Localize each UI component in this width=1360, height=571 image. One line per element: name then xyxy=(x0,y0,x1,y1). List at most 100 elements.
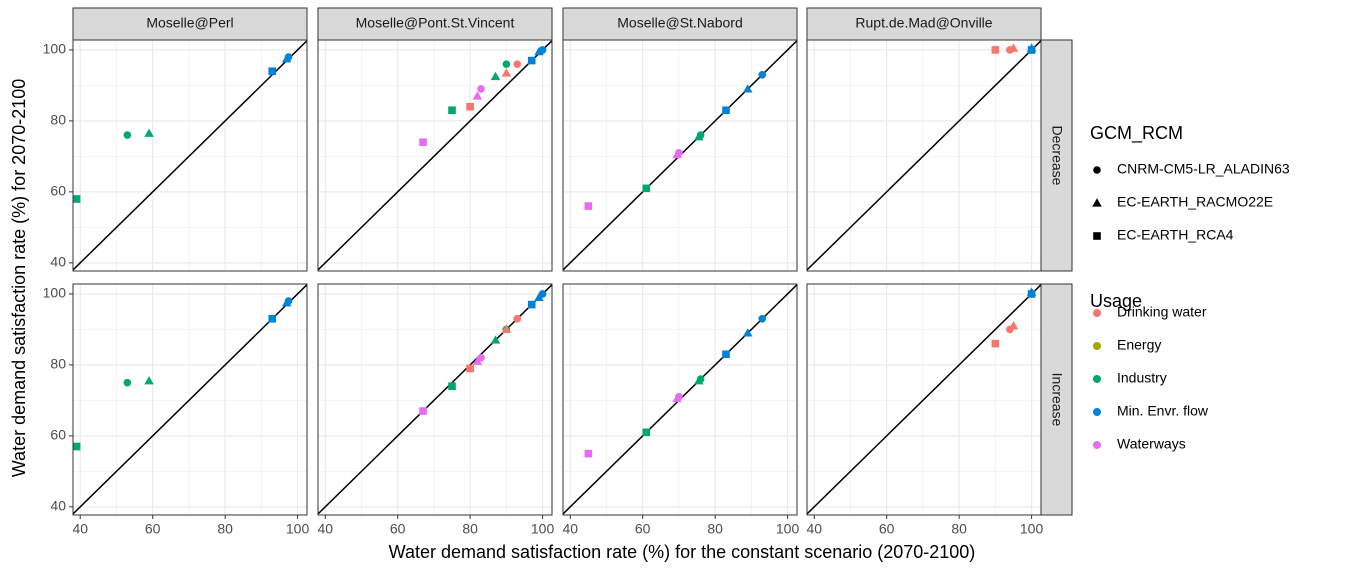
point xyxy=(527,56,536,65)
x-tick-label: 80 xyxy=(462,521,478,537)
y-tick-label: 100 xyxy=(43,41,67,57)
point xyxy=(472,356,483,365)
x-tick-label: 40 xyxy=(806,521,822,537)
x-tick-label: 80 xyxy=(707,521,723,537)
panel-border xyxy=(562,39,798,272)
x-tick-label: 40 xyxy=(72,521,88,537)
point xyxy=(472,91,483,100)
point xyxy=(672,393,682,403)
point xyxy=(538,290,547,298)
point xyxy=(991,339,1000,348)
legend-label: Min. Envr. flow xyxy=(1117,403,1209,419)
point xyxy=(123,378,132,387)
point xyxy=(419,407,427,415)
point xyxy=(490,71,501,81)
point xyxy=(584,202,593,210)
point xyxy=(477,85,485,93)
point xyxy=(501,324,512,333)
panel-border xyxy=(72,39,308,272)
panel-border xyxy=(317,283,553,516)
point xyxy=(466,102,474,111)
point xyxy=(502,60,511,68)
legend-label: Energy xyxy=(1117,337,1161,353)
x-tick-label: 80 xyxy=(951,521,967,537)
panel-border xyxy=(317,39,553,272)
panel-border xyxy=(806,39,1042,272)
point xyxy=(527,300,536,309)
point xyxy=(466,364,474,373)
panel-border xyxy=(562,283,798,516)
point xyxy=(534,292,544,302)
x-tick-label: 100 xyxy=(1020,521,1044,537)
point xyxy=(268,67,277,76)
point xyxy=(642,428,651,437)
legend-key xyxy=(1093,232,1101,240)
x-tick-label: 100 xyxy=(286,521,310,537)
column-strip-label: Rupt.de.Mad@Onville xyxy=(855,15,992,31)
legend-key xyxy=(1092,198,1102,207)
y-tick-label: 40 xyxy=(50,498,66,514)
legend-key xyxy=(1093,166,1101,174)
point xyxy=(672,149,682,159)
x-tick-label: 40 xyxy=(562,521,578,537)
legend-key xyxy=(1093,375,1101,383)
identity-line xyxy=(806,284,1042,515)
legend-key xyxy=(1093,309,1101,317)
column-strip xyxy=(562,7,798,41)
point xyxy=(758,70,767,79)
point xyxy=(584,449,593,458)
column-strip-label: Moselle@Pont.St.Vincent xyxy=(356,15,515,31)
point xyxy=(722,106,730,115)
y-tick-label: 100 xyxy=(43,285,67,301)
legend-key xyxy=(1093,342,1101,350)
point xyxy=(991,46,1000,54)
point xyxy=(284,53,293,61)
point xyxy=(501,68,512,77)
point xyxy=(448,382,456,390)
point xyxy=(1008,321,1019,330)
y-tick-label: 40 xyxy=(50,254,66,270)
row-strip-label: Increase xyxy=(1049,373,1065,427)
x-tick-label: 40 xyxy=(317,521,333,537)
point xyxy=(742,328,753,337)
point xyxy=(144,128,154,137)
point xyxy=(1027,46,1036,54)
legend-key xyxy=(1093,441,1101,449)
x-tick-label: 60 xyxy=(390,521,406,537)
x-axis-label: Water demand satisfaction rate (%) for t… xyxy=(389,542,976,562)
y-tick-label: 80 xyxy=(50,112,66,128)
identity-line xyxy=(72,284,308,515)
point xyxy=(722,350,730,359)
y-axis-label: Water demand satisfaction rate (%) for 2… xyxy=(9,79,29,478)
column-strip xyxy=(317,7,553,41)
row-strip xyxy=(1040,39,1073,272)
legend-label: EC-EARTH_RACMO22E xyxy=(1117,194,1273,210)
point xyxy=(538,46,547,54)
x-tick-label: 60 xyxy=(145,521,161,537)
point xyxy=(1027,290,1036,298)
point xyxy=(268,314,277,323)
column-strip-label: Moselle@Perl xyxy=(146,15,233,31)
x-tick-label: 100 xyxy=(531,521,555,537)
point xyxy=(448,106,456,115)
y-tick-label: 60 xyxy=(50,183,66,199)
x-tick-label: 60 xyxy=(879,521,895,537)
row-strip xyxy=(1040,283,1073,516)
point xyxy=(694,376,704,385)
identity-line xyxy=(72,40,308,271)
legend-title: GCM_RCM xyxy=(1090,123,1183,144)
point xyxy=(513,314,522,323)
point xyxy=(1008,43,1019,52)
identity-line xyxy=(317,284,553,515)
legend-key xyxy=(1093,408,1101,416)
point xyxy=(123,131,132,139)
point xyxy=(144,376,154,385)
panel-border xyxy=(806,283,1042,516)
x-tick-label: 80 xyxy=(217,521,233,537)
point xyxy=(642,184,651,193)
identity-line xyxy=(317,40,553,271)
x-tick-label: 60 xyxy=(635,521,651,537)
legend-label: CNRM-CM5-LR_ALADIN63 xyxy=(1117,161,1290,177)
identity-line xyxy=(806,40,1042,271)
